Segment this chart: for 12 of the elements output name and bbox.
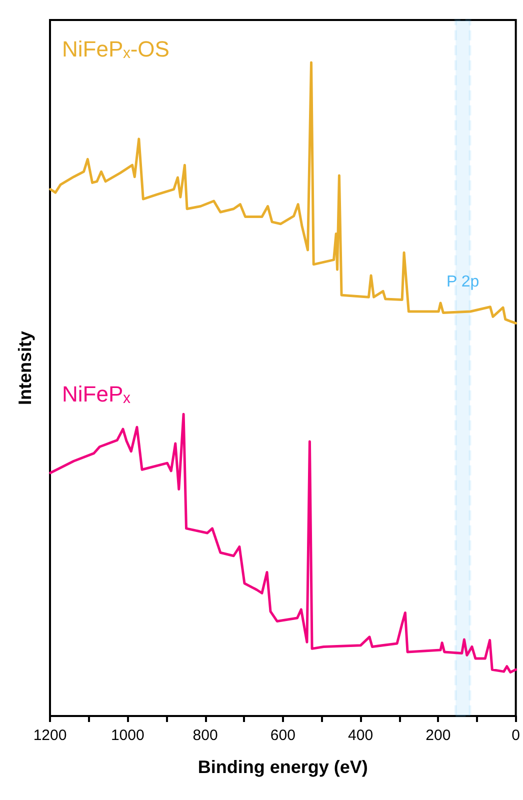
x-tick-label: 1000 (110, 727, 144, 744)
x-axis-title: Binding energy (eV) (198, 757, 368, 777)
x-tick-label: 800 (192, 727, 218, 744)
y-axis-title: Intensity (15, 330, 35, 406)
series-label: NiFePₓ (62, 382, 132, 406)
x-tick-label: 200 (426, 727, 451, 744)
x-tick-label: 600 (270, 727, 296, 744)
x-tick-label: 1200 (33, 727, 67, 744)
text: NiFePₓ-OS (62, 36, 170, 62)
x-tick-label: 400 (348, 727, 374, 744)
x-tick-label: 0 (512, 727, 520, 744)
band-label: P 2p (446, 273, 480, 290)
